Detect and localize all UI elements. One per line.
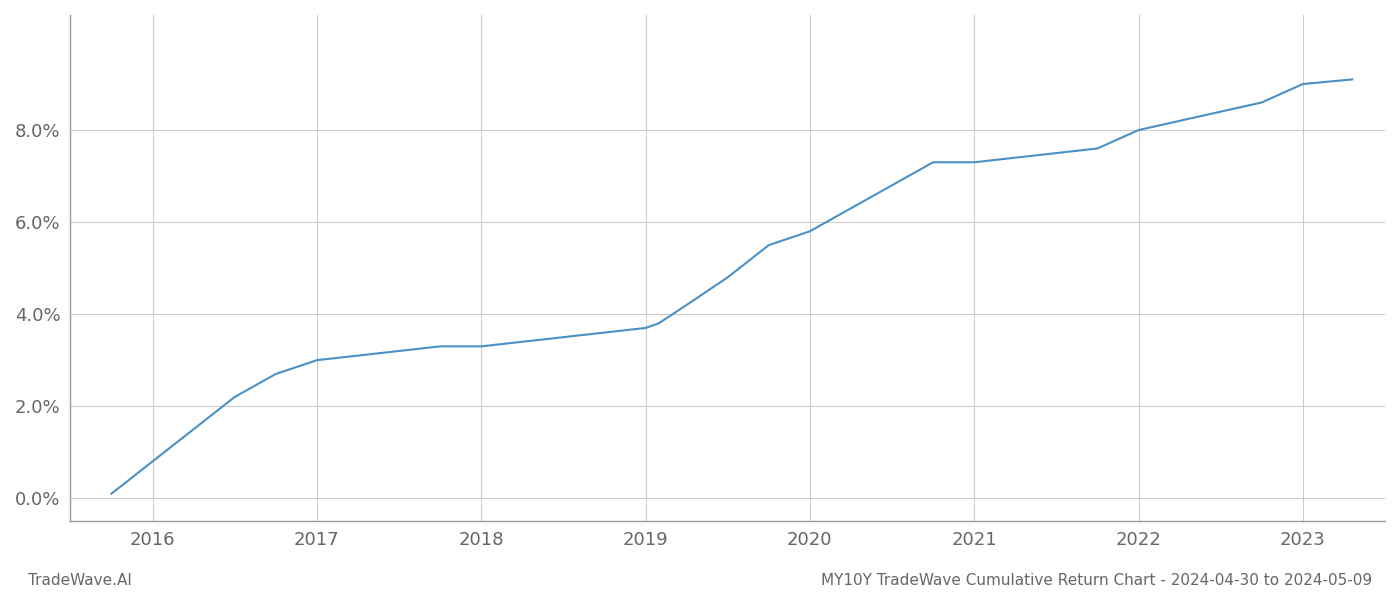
Text: TradeWave.AI: TradeWave.AI <box>28 573 132 588</box>
Text: MY10Y TradeWave Cumulative Return Chart - 2024-04-30 to 2024-05-09: MY10Y TradeWave Cumulative Return Chart … <box>820 573 1372 588</box>
